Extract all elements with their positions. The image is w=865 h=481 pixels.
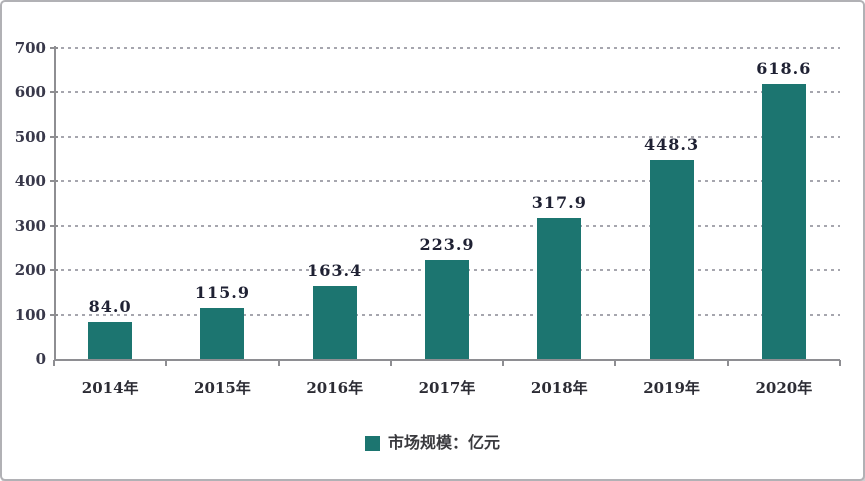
y-axis-label: 700 [14, 39, 46, 57]
x-axis-label: 2014年 [81, 379, 139, 397]
bar-value-label: 115.9 [194, 282, 250, 302]
bar-value-label: 448.3 [644, 134, 700, 154]
x-axis-tick [839, 360, 841, 366]
x-axis-tick [502, 360, 505, 366]
x-axis [54, 359, 840, 361]
bar-value-label: 163.4 [307, 261, 363, 281]
gridline [54, 224, 840, 227]
y-axis-label: 500 [14, 127, 46, 146]
y-axis-label: 300 [14, 216, 46, 235]
y-axis-label: 600 [14, 83, 46, 102]
legend-swatch [364, 435, 380, 451]
y-axis [54, 46, 56, 361]
legend: 市场规模：亿元 [2, 435, 863, 451]
gridline [54, 180, 840, 183]
y-axis-label: 400 [14, 172, 46, 191]
bar [761, 84, 806, 359]
gridline [54, 91, 840, 94]
bar [88, 321, 133, 359]
gridline [54, 135, 840, 138]
x-axis-tick [165, 360, 168, 366]
bar [425, 259, 469, 359]
y-axis-label: 0 [35, 350, 46, 368]
bar-value-label: 618.6 [756, 59, 812, 79]
gridline [54, 47, 840, 49]
x-axis-label: 2017年 [418, 379, 476, 397]
bar [537, 217, 582, 359]
x-axis-label: 2018年 [530, 379, 588, 397]
x-axis-tick [614, 360, 617, 366]
bar-value-label: 223.9 [419, 234, 475, 254]
y-axis-label: 200 [14, 261, 46, 280]
bar-value-label: 84.0 [88, 296, 132, 316]
x-axis-tick [277, 360, 280, 366]
x-axis-label: 2016年 [306, 379, 364, 397]
x-axis-label: 2019年 [643, 379, 700, 397]
x-axis-tick [389, 360, 392, 366]
y-axis-label: 100 [14, 305, 46, 324]
x-axis-tick [726, 360, 729, 366]
x-axis-label: 2015年 [194, 379, 251, 397]
x-axis-tick [53, 360, 55, 366]
bar-value-label: 317.9 [531, 192, 587, 212]
bar [312, 286, 357, 359]
legend-label: 市场规模：亿元 [387, 433, 500, 452]
x-axis-label: 2020年 [755, 379, 813, 397]
bar [200, 307, 245, 359]
bar [649, 159, 694, 359]
